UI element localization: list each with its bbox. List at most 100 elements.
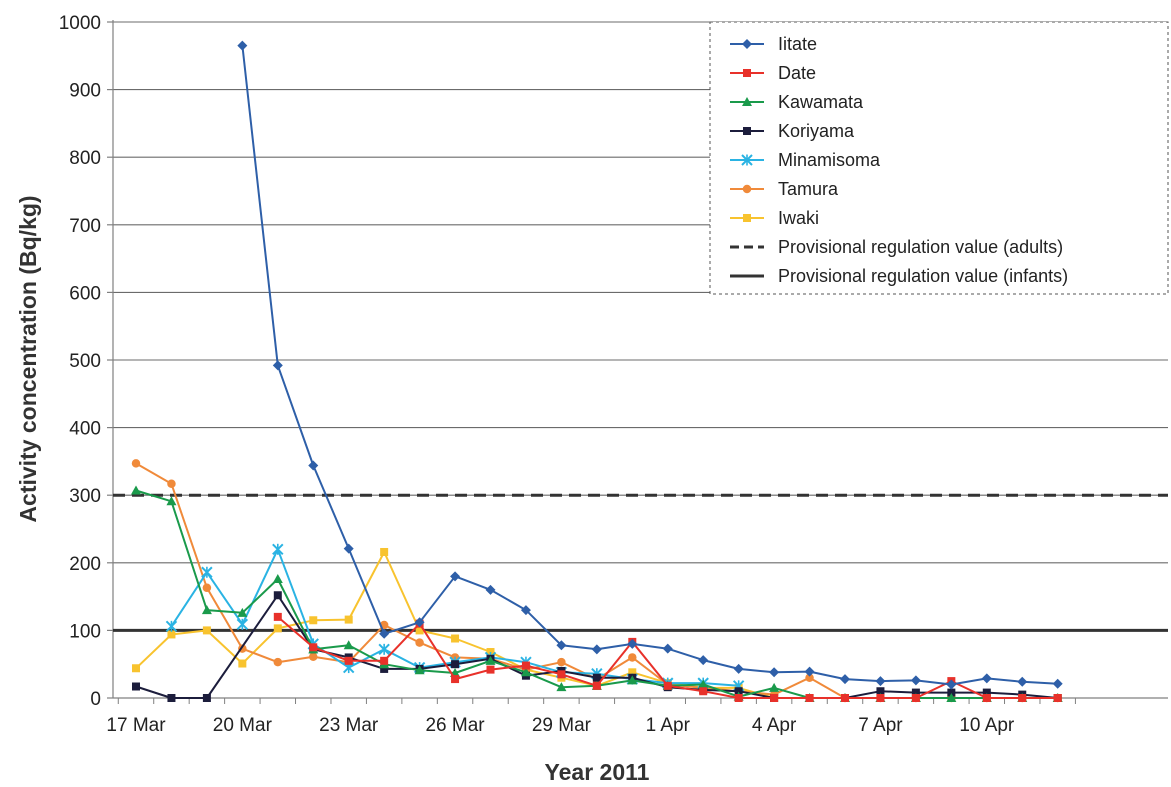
data-point-tamura bbox=[805, 673, 814, 682]
legend-label-iitate: Iitate bbox=[778, 34, 817, 54]
data-point-iwaki bbox=[273, 624, 282, 633]
data-point-kawamata bbox=[414, 665, 425, 675]
y-tick-label: 600 bbox=[69, 283, 101, 304]
data-point-iwaki bbox=[415, 626, 424, 635]
data-point-iitate bbox=[627, 638, 638, 649]
legend-marker-kawamata bbox=[742, 97, 752, 106]
y-tick-label: 700 bbox=[69, 216, 101, 237]
data-point-iitate bbox=[1017, 676, 1028, 687]
legend-label-koriyama: Koriyama bbox=[778, 121, 855, 141]
data-point-iwaki bbox=[238, 659, 247, 668]
data-point-koriyama bbox=[911, 688, 920, 697]
data-point-date bbox=[344, 656, 353, 665]
data-point-kawamata bbox=[485, 655, 496, 665]
data-point-minamisoma bbox=[165, 620, 178, 633]
data-point-tamura bbox=[557, 657, 566, 667]
data-point-iitate bbox=[840, 674, 850, 685]
data-point-minamisoma bbox=[201, 566, 213, 578]
y-tick-label: 400 bbox=[69, 419, 101, 440]
data-point-tamura bbox=[167, 479, 176, 488]
data-point-koriyama bbox=[734, 687, 743, 696]
series-lines bbox=[131, 40, 1063, 703]
data-point-iwaki bbox=[202, 626, 211, 635]
data-point-iitate bbox=[946, 679, 957, 690]
data-point-minamisoma bbox=[236, 618, 249, 631]
y-tick-label: 800 bbox=[69, 148, 101, 169]
data-point-koriyama bbox=[132, 682, 140, 691]
data-point-tamura bbox=[309, 652, 318, 662]
data-point-kawamata bbox=[698, 679, 709, 689]
reference-lines bbox=[113, 493, 1168, 632]
data-point-iitate bbox=[343, 543, 354, 554]
legend-label-tamura: Tamura bbox=[778, 179, 839, 199]
y-tick-labels: 0 100 200 300 400 500 600 700 800 900 1000 bbox=[59, 13, 101, 710]
x-tick-label: 23 Mar bbox=[319, 715, 379, 736]
data-point-iitate bbox=[237, 40, 248, 51]
data-point-kawamata bbox=[201, 605, 212, 615]
data-point-iitate bbox=[662, 643, 673, 654]
data-point-koriyama bbox=[380, 664, 389, 673]
y-tick-label: 900 bbox=[69, 81, 101, 102]
data-point-iitate bbox=[1052, 678, 1063, 689]
series-line-koriyama bbox=[135, 594, 1058, 699]
x-tick-label: 26 Mar bbox=[425, 715, 485, 736]
data-point-iitate bbox=[308, 460, 319, 471]
legend: Iitate Date Kawamata Koriyama Minamisoma Tamu… bbox=[709, 21, 1169, 295]
legend-label-minamisoma: Minamisoma bbox=[778, 150, 881, 170]
x-tick-labels: 17 Mar 20 Mar 23 Mar 26 Mar 29 Mar 1 Apr 4 Apr… bbox=[106, 715, 1015, 736]
data-point-iitate bbox=[910, 675, 921, 686]
data-point-tamura bbox=[628, 653, 637, 662]
data-point-iitate bbox=[379, 628, 390, 639]
data-point-iwaki bbox=[344, 615, 353, 624]
x-tick-label: 20 Mar bbox=[213, 715, 273, 736]
data-point-iwaki bbox=[628, 668, 637, 677]
data-point-date bbox=[1018, 694, 1027, 702]
data-point-date bbox=[734, 694, 743, 702]
data-point-koriyama bbox=[451, 660, 460, 669]
data-point-iitate bbox=[450, 571, 461, 582]
data-point-iwaki bbox=[451, 634, 460, 643]
data-point-koriyama bbox=[167, 694, 176, 702]
y-tick-label: 300 bbox=[69, 486, 101, 507]
data-point-iitate bbox=[875, 676, 886, 687]
data-point-iitate bbox=[414, 617, 425, 628]
data-point-date bbox=[557, 670, 566, 679]
data-point-iitate bbox=[591, 644, 602, 655]
data-point-minamisoma bbox=[378, 643, 390, 656]
legend-marker-koriyama bbox=[743, 127, 751, 135]
data-point-date bbox=[911, 694, 920, 702]
y-tick-label: 0 bbox=[90, 689, 101, 710]
x-axis-title: Year 2011 bbox=[545, 759, 650, 785]
data-point-date bbox=[309, 643, 318, 652]
data-point-iitate bbox=[804, 666, 815, 677]
data-point-koriyama bbox=[947, 688, 956, 697]
legend-box bbox=[709, 21, 1169, 295]
legend-label-reference: Provisional regulation value (infants) bbox=[778, 266, 1068, 286]
x-tick-label: 29 Mar bbox=[532, 715, 592, 736]
y-axis-title: Activity concentration (Bq/kg) bbox=[15, 195, 41, 522]
data-point-date bbox=[486, 665, 495, 674]
data-point-iitate bbox=[272, 360, 283, 371]
data-point-koriyama bbox=[273, 591, 282, 600]
series-line-iitate bbox=[241, 45, 1058, 686]
x-tick-label: 10 Apr bbox=[959, 715, 1015, 736]
legend-label-date: Date bbox=[778, 63, 816, 83]
legend-marker-iwaki bbox=[743, 214, 751, 222]
x-tick-label: 4 Apr bbox=[752, 715, 797, 736]
legend-marker-tamura bbox=[742, 184, 752, 194]
data-point-date bbox=[663, 681, 672, 690]
data-point-kawamata bbox=[131, 485, 141, 495]
series-iitate bbox=[237, 40, 1063, 690]
x-tick-label: 1 Apr bbox=[646, 715, 691, 736]
data-point-minamisoma bbox=[272, 543, 284, 555]
legend-label-iwaki: Iwaki bbox=[778, 208, 819, 228]
data-point-date bbox=[982, 694, 991, 702]
y-tick-label: 1000 bbox=[59, 13, 101, 34]
data-point-koriyama bbox=[592, 673, 601, 682]
data-point-kawamata bbox=[166, 496, 177, 506]
y-tick-label: 100 bbox=[69, 621, 101, 642]
data-point-koriyama bbox=[202, 694, 211, 702]
data-point-kawamata bbox=[520, 667, 531, 677]
data-point-iitate bbox=[520, 605, 531, 616]
data-point-iwaki bbox=[167, 630, 176, 639]
